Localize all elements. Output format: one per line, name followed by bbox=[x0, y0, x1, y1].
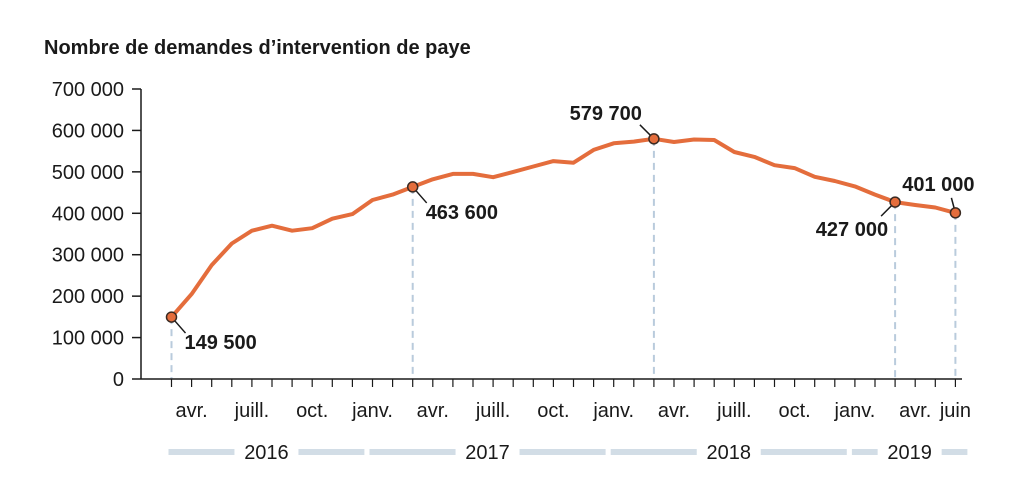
x-tick-label: janv. bbox=[592, 400, 634, 422]
data-label: 579 700 bbox=[570, 103, 642, 125]
x-tick-label: avr. bbox=[658, 400, 690, 422]
data-label: 149 500 bbox=[185, 332, 257, 354]
data-point-marker bbox=[406, 181, 419, 193]
series-line bbox=[169, 136, 958, 320]
x-tick-label: avr. bbox=[899, 400, 931, 422]
data-label: 401 000 bbox=[902, 174, 974, 196]
y-tick-label: 200 000 bbox=[52, 286, 124, 308]
x-tick-label: juill. bbox=[234, 400, 269, 422]
x-tick-label: janv. bbox=[834, 400, 876, 422]
data-point-marker bbox=[648, 133, 660, 145]
data-point-marker bbox=[889, 196, 901, 208]
chart-title: Nombre de demandes d’intervention de pay… bbox=[44, 37, 471, 59]
x-tick-label: oct. bbox=[778, 400, 810, 422]
y-tick-label: 600 000 bbox=[52, 120, 124, 142]
year-label: 2016 bbox=[244, 442, 289, 464]
year-label: 2018 bbox=[707, 442, 752, 464]
y-tick-label: 400 000 bbox=[52, 203, 124, 225]
x-tick-label: oct. bbox=[296, 400, 328, 422]
data-point-marker bbox=[949, 207, 962, 219]
data-point-marker bbox=[165, 311, 178, 323]
x-tick-label: janv. bbox=[351, 400, 393, 422]
x-tick-label: juin bbox=[939, 400, 971, 422]
data-label: 427 000 bbox=[816, 219, 888, 241]
x-tick-label: avr. bbox=[175, 400, 207, 422]
year-label: 2017 bbox=[465, 442, 510, 464]
x-tick-label: avr. bbox=[417, 400, 449, 422]
y-tick-label: 0 bbox=[113, 369, 124, 391]
y-tick-label: 700 000 bbox=[52, 79, 124, 101]
x-tick-label: oct. bbox=[537, 400, 569, 422]
y-tick-label: 300 000 bbox=[52, 245, 124, 267]
y-tick-label: 500 000 bbox=[52, 162, 124, 184]
y-tick-label: 100 000 bbox=[52, 328, 124, 350]
year-label: 2019 bbox=[887, 442, 932, 464]
x-tick-label: juill. bbox=[475, 400, 510, 422]
x-tick-label: juill. bbox=[716, 400, 751, 422]
data-label: 463 600 bbox=[426, 202, 498, 224]
